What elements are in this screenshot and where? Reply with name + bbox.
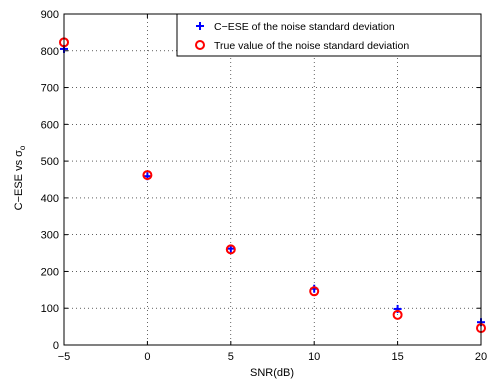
legend-label-cese: C−ESE of the noise standard deviation: [214, 21, 395, 33]
y-axis-label-subscript: o: [18, 145, 27, 150]
legend-marker-circle: [195, 40, 205, 50]
y-tick-label: 0: [53, 340, 59, 352]
y-tick-label: 400: [41, 193, 59, 205]
y-tick-label: 800: [41, 46, 59, 58]
x-tick-label: 5: [228, 351, 234, 363]
true-value-point: [392, 309, 403, 320]
plot-background: [64, 14, 481, 345]
x-axis-label: SNR(dB): [250, 367, 294, 379]
y-tick-label: 300: [41, 230, 59, 242]
y-tick-label: 600: [41, 119, 59, 131]
true-value-point: [309, 286, 320, 297]
x-tick-label: 20: [475, 351, 487, 363]
legend-box: [176, 13, 482, 57]
y-tick-label: 900: [41, 9, 59, 21]
true-value-point: [142, 170, 153, 181]
y-tick-label: 500: [41, 156, 59, 168]
legend-label-true: True value of the noise standard deviati…: [214, 40, 409, 52]
x-tick-label: −5: [58, 351, 71, 363]
legend-marker-plus: [196, 22, 204, 30]
y-tick-label: 700: [41, 83, 59, 95]
x-tick-label: 15: [391, 351, 403, 363]
y-axis-label-main: C−ESE vs σ: [13, 150, 25, 210]
true-value-point: [225, 244, 236, 255]
y-tick-label: 100: [41, 303, 59, 315]
x-tick-label: 0: [144, 351, 150, 363]
legend: C−ESE of the noise standard deviation Tr…: [176, 13, 482, 57]
y-axis-label: C−ESE vs σo: [13, 145, 27, 210]
y-tick-label: 200: [41, 266, 59, 278]
x-tick-label: 10: [308, 351, 320, 363]
